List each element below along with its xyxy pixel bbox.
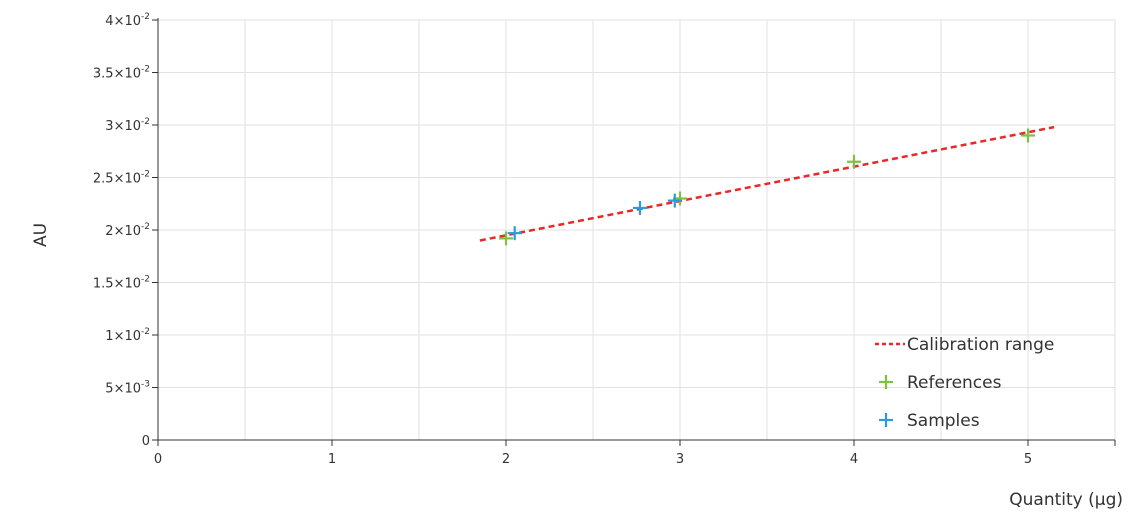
y-tick-label: 0 [142,434,150,449]
x-tick-label: 1 [328,452,336,467]
x-tick-label: 0 [154,452,162,467]
legend-item: Calibration range [875,335,1054,355]
plot-series [479,125,1055,246]
calibration-line [479,125,1055,242]
samples-point [507,226,522,241]
y-tick-label: 1×10-2 [105,327,150,344]
y-axis-ticks: 0 5×10-3 1×10-2 1.5×10-2 2×10-2 2.5×10-2 3×10-… [93,12,158,449]
grid-lines [158,19,1116,440]
x-axis-title: Quantity (µg) [1009,490,1123,510]
y-tick-label: 1.5×10-2 [93,275,150,292]
y-axis-title: AU [31,223,51,247]
y-tick-label: 3.5×10-2 [93,65,150,82]
references-point [1021,128,1035,143]
legend-item: References [879,373,1002,393]
y-tick-label: 3×10-2 [105,117,150,134]
legend-label: References [907,373,1002,393]
references-point [847,154,861,169]
legend-swatch [879,375,893,389]
x-axis-ticks: 0 1 2 3 4 5 [154,440,1116,467]
x-tick-label: 4 [850,452,858,467]
y-tick-label: 2.5×10-2 [93,170,150,187]
x-tick-label: 5 [1024,452,1032,467]
samples-point [667,193,682,208]
y-tick-label: 2×10-2 [105,222,150,239]
legend-item: Samples [879,411,980,431]
x-tick-label: 3 [676,452,684,467]
legend-label: Calibration range [907,335,1054,355]
y-tick-label: 4×10-2 [105,12,150,29]
y-tick-label: 5×10-3 [105,380,150,397]
legend: Calibration range References Samples [875,335,1054,431]
references-point [499,231,513,246]
axes [157,18,1115,441]
legend-swatch [879,413,893,427]
legend-label: Samples [907,411,980,431]
samples-point [632,200,647,215]
x-tick-label: 2 [502,452,510,467]
